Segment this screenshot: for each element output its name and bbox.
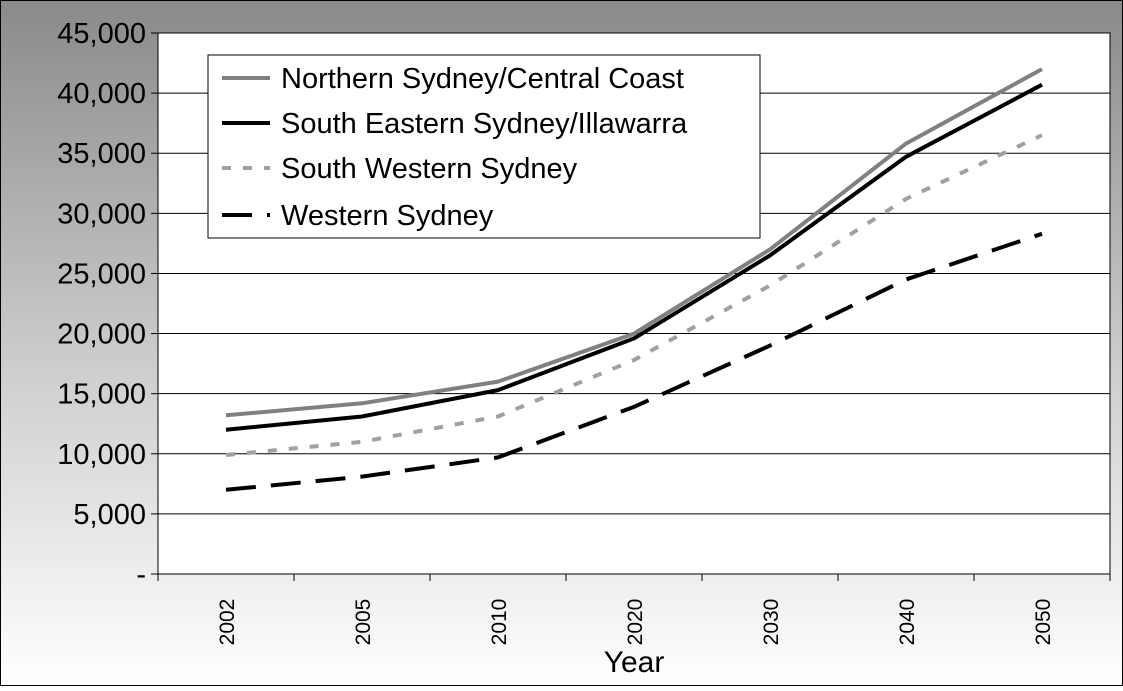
y-tick-label: 20,000 <box>57 319 146 351</box>
x-tick-label: 2005 <box>352 599 375 646</box>
legend-box <box>207 54 761 239</box>
y-tick-label: 10,000 <box>57 439 146 471</box>
legend-label: South Eastern Sydney/Illawarra <box>281 108 688 140</box>
x-tick-label: 2050 <box>1032 599 1055 646</box>
x-tick-label: 2020 <box>624 599 647 646</box>
x-axis-title: Year <box>604 646 665 679</box>
x-tick-label: 2030 <box>760 599 783 646</box>
series-line <box>225 231 1043 492</box>
legend: Northern Sydney/Central Coast South Easte… <box>207 54 761 239</box>
y-tick-label: 45,000 <box>57 18 146 50</box>
y-tick-label: 40,000 <box>57 78 146 110</box>
y-tick-label: 5,000 <box>73 499 146 531</box>
series-line <box>225 82 1043 432</box>
series-line <box>225 67 1043 418</box>
series-layer <box>225 67 1043 492</box>
y-tick-label: 35,000 <box>57 138 146 170</box>
x-tick-label: 2002 <box>216 599 239 646</box>
axis-layer: - 5,000 10,000 15,000 20,000 25,000 30,000 35,0… <box>57 18 1111 646</box>
legend-label: South Western Sydney <box>281 153 578 185</box>
y-tick-label: - <box>136 559 146 591</box>
y-tick-label: 15,000 <box>57 379 146 411</box>
x-tick-label: 2010 <box>488 599 511 646</box>
legend-label: Western Sydney <box>281 200 494 232</box>
x-tick-label: 2040 <box>896 599 919 646</box>
legend-label: Northern Sydney/Central Coast <box>281 63 684 95</box>
y-tick-label: 25,000 <box>57 258 146 290</box>
y-tick-label: 30,000 <box>57 198 146 230</box>
series-line <box>225 133 1043 457</box>
